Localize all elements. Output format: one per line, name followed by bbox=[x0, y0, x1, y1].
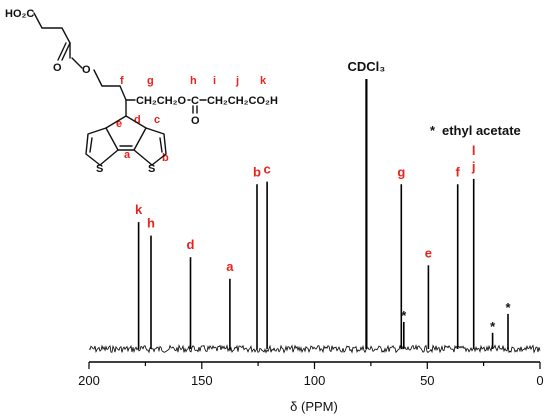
chemical-structure: HO₂C O O f g h i j k CH₂CH₂O C O CH₂CH₂C… bbox=[5, 8, 278, 175]
structure-atom-label: a bbox=[124, 149, 131, 161]
x-axis-tick-label: 100 bbox=[304, 373, 326, 388]
peak-label: l bbox=[472, 143, 476, 158]
structure-bond bbox=[159, 137, 163, 153]
structure-text-ch2ch2o: CH₂CH₂O bbox=[136, 95, 187, 107]
structure-bond bbox=[89, 137, 93, 153]
peak-label: b bbox=[253, 164, 261, 179]
structure-bond bbox=[192, 105, 198, 114]
structure-bond bbox=[57, 42, 67, 61]
structure-text-sulfur-left: S bbox=[96, 163, 103, 175]
x-axis-tick-label: 150 bbox=[191, 373, 213, 388]
structure-text-ch2ch2co2h: CH₂CH₂CO₂H bbox=[207, 95, 278, 107]
structure-text-ester-c: C bbox=[191, 95, 199, 107]
structure-atom-label: g bbox=[147, 75, 154, 87]
peak-label: f bbox=[456, 164, 461, 179]
x-axis-tick-label: 200 bbox=[78, 373, 100, 388]
peak-label: a bbox=[226, 259, 234, 274]
peak-label-impurity: * bbox=[490, 319, 496, 334]
peak-label-impurity: * bbox=[401, 308, 407, 323]
structure-atom-label: i bbox=[213, 75, 216, 87]
x-axis-tick-label: 0 bbox=[536, 373, 543, 388]
structure-atom-label: b bbox=[162, 152, 169, 164]
structure-atom-label: f bbox=[120, 75, 124, 87]
legend: * ethyl acetate bbox=[430, 123, 521, 138]
structure-atom-label: e bbox=[116, 118, 122, 130]
legend-text: ethyl acetate bbox=[442, 123, 521, 138]
structure-bond bbox=[61, 42, 71, 61]
structure-bond bbox=[133, 127, 167, 166]
peak-label-impurity: * bbox=[505, 300, 511, 315]
peak-label: d bbox=[187, 237, 195, 252]
x-axis-tick-label: 50 bbox=[420, 373, 434, 388]
peak-label: h bbox=[147, 216, 155, 231]
structure-bond bbox=[85, 127, 119, 166]
structure-atom-label: d bbox=[134, 114, 141, 126]
structure-text-ho2c: HO₂C bbox=[5, 8, 34, 20]
baseline-noise bbox=[88, 343, 541, 354]
x-axis-title: δ (PPM) bbox=[290, 399, 338, 414]
structure-text-o-ether-top: O bbox=[82, 64, 91, 76]
structure-text-ester-o: O bbox=[191, 115, 200, 127]
structure-text-o-carbonyl-top: O bbox=[53, 62, 62, 74]
peak-label-solvent: CDCl₃ bbox=[348, 59, 386, 74]
peak-label: e bbox=[425, 245, 432, 260]
structure-text-sulfur-right: S bbox=[148, 163, 155, 175]
structure-bond bbox=[93, 69, 127, 101]
structure-atom-label: h bbox=[190, 75, 197, 87]
structure-atom-label: k bbox=[260, 75, 267, 87]
structure-bond bbox=[105, 115, 147, 151]
structure-atom-label: j bbox=[235, 75, 239, 87]
peak-label: g bbox=[397, 164, 405, 179]
structure-bond bbox=[71, 57, 83, 69]
peak-label: c bbox=[263, 162, 270, 177]
peak-label: j bbox=[471, 159, 476, 174]
structure-bond bbox=[33, 12, 71, 44]
peak-label: k bbox=[135, 202, 143, 217]
legend-marker: * bbox=[430, 123, 436, 138]
structure-atom-label: c bbox=[154, 114, 160, 126]
